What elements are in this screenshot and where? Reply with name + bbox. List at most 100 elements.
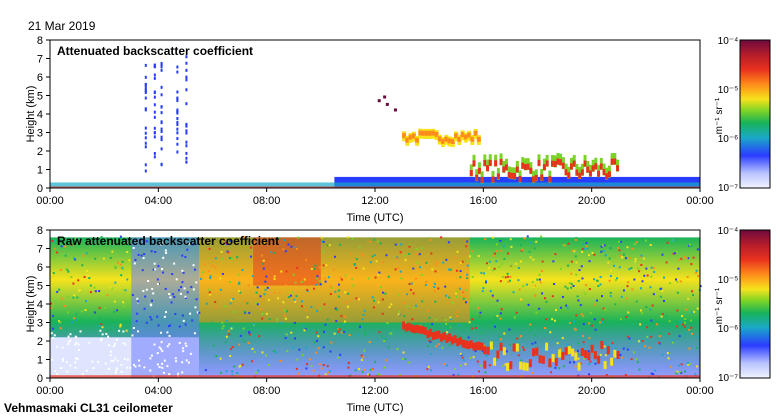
noise-speck: [695, 365, 698, 368]
noise-speck: [686, 361, 689, 364]
noise-speck: [69, 333, 72, 336]
noise-speck: [227, 330, 230, 333]
noise-streak: [160, 130, 163, 134]
noise-speck: [427, 309, 430, 312]
noise-speck: [420, 247, 423, 250]
noise-speck: [461, 356, 464, 359]
noise-speck: [111, 250, 114, 253]
noise-speck: [227, 251, 230, 254]
noise-speck: [411, 318, 414, 321]
noise-speck: [257, 369, 260, 372]
noise-speck: [485, 262, 488, 265]
noise-speck: [523, 348, 526, 351]
noise-speck: [377, 301, 380, 304]
noise-speck: [225, 319, 228, 322]
noise-speck: [381, 312, 384, 315]
noise-speck: [364, 333, 367, 336]
noise-speck: [327, 276, 330, 279]
noise-speck: [310, 365, 313, 368]
noise-streak: [153, 155, 156, 159]
top-cb-unit: m⁻¹ sr⁻¹: [714, 97, 725, 134]
noise-speck: [554, 253, 557, 256]
noise-speck: [484, 281, 487, 284]
low-cloud-cell: [564, 169, 568, 176]
noise-speck: [615, 277, 618, 280]
noise-speck: [646, 274, 649, 277]
low-cloud-cell: [580, 169, 584, 176]
noise-streak: [153, 95, 156, 99]
noise-speck: [692, 294, 695, 297]
noise-speck: [181, 254, 184, 257]
noise-speck: [150, 318, 153, 321]
noise-speck: [494, 323, 497, 326]
noise-speck: [141, 269, 144, 272]
noise-speck: [192, 288, 195, 291]
noise-speck: [687, 363, 690, 366]
noise-speck: [360, 252, 363, 255]
noise-speck: [609, 269, 612, 272]
noise-speck: [109, 257, 112, 260]
noise-speck: [450, 318, 453, 321]
noise-speck: [126, 358, 129, 361]
noise-speck: [434, 318, 437, 321]
noise-speck: [238, 343, 241, 346]
noise-speck: [243, 340, 246, 343]
noise-speck: [208, 247, 211, 250]
noise-speck: [676, 370, 679, 373]
noise-speck: [384, 337, 387, 340]
noise-speck: [122, 342, 125, 345]
noise-speck: [462, 297, 465, 300]
low-cloud-cell: [578, 172, 582, 179]
noise-speck: [635, 241, 638, 244]
noise-speck: [691, 332, 694, 335]
noise-speck: [224, 341, 227, 344]
noise-speck: [75, 357, 78, 360]
noise-speck: [599, 283, 602, 286]
noise-speck: [595, 299, 598, 302]
noise-speck: [180, 286, 183, 289]
noise-speck: [255, 371, 258, 374]
noise-speck: [262, 259, 265, 262]
noise-speck: [571, 249, 574, 252]
noise-speck: [98, 306, 101, 309]
noise-speck: [445, 322, 448, 325]
noise-speck: [276, 318, 279, 321]
noise-speck: [345, 301, 348, 304]
noise-speck: [348, 333, 351, 336]
noise-speck: [156, 352, 159, 355]
low-cloud-cell: [556, 158, 560, 165]
noise-speck: [690, 263, 693, 266]
noise-speck: [466, 264, 469, 267]
bottom-x-axis-title: Time (UTC): [346, 402, 403, 414]
noise-speck: [602, 250, 605, 253]
noise-speck: [93, 286, 96, 289]
noise-speck: [329, 285, 332, 288]
noise-speck: [230, 299, 233, 302]
noise-speck: [640, 263, 643, 266]
noise-streak: [185, 75, 188, 79]
noise-speck: [399, 270, 402, 273]
noise-speck: [340, 315, 343, 318]
noise-streak: [185, 144, 188, 148]
low-cloud-cell: [564, 347, 568, 356]
noise-speck: [314, 283, 317, 286]
low-cloud-cell: [472, 160, 476, 167]
noise-speck: [145, 321, 148, 324]
cloud-cell: [434, 331, 438, 340]
noise-speck: [678, 364, 681, 367]
noise-speck: [114, 265, 117, 268]
noise-speck: [89, 284, 92, 287]
noise-speck: [428, 339, 431, 342]
noise-speck: [435, 345, 438, 348]
noise-speck: [346, 236, 349, 239]
noise-speck: [114, 357, 117, 360]
bottom-cb-tick-1e-4: 10⁻⁴: [718, 226, 739, 237]
noise-speck: [650, 372, 653, 375]
noise-speck: [478, 316, 481, 319]
noise-speck: [224, 305, 227, 308]
y-tick-label: 8: [37, 35, 43, 47]
y-tick-label: 5: [37, 91, 43, 103]
cloud-cell: [467, 132, 472, 138]
noise-speck: [61, 346, 64, 349]
